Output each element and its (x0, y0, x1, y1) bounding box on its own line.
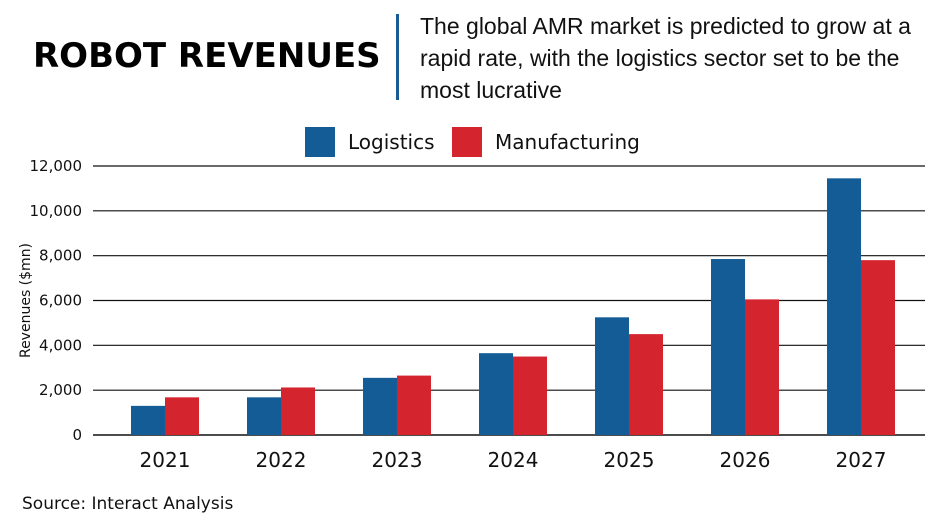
y-tick-label: 8,000 (39, 247, 82, 265)
bar-logistics-2026 (711, 259, 745, 435)
y-tick-label: 2,000 (39, 381, 82, 399)
bar-manufacturing-2027 (861, 260, 895, 435)
bar-logistics-2022 (247, 397, 281, 435)
bar-logistics-2025 (595, 317, 629, 435)
title-divider (396, 14, 399, 100)
bar-manufacturing-2025 (629, 334, 663, 435)
x-tick-label: 2024 (488, 448, 539, 472)
bar-logistics-2027 (827, 178, 861, 435)
bar-logistics-2024 (479, 353, 513, 435)
source-note: Source: Interact Analysis (22, 494, 234, 514)
legend-item-logistics: Logistics (305, 127, 435, 157)
x-tick-label: 2025 (604, 448, 655, 472)
y-tick-label: 12,000 (30, 157, 83, 175)
x-tick-label: 2023 (372, 448, 423, 472)
bar-logistics-2023 (363, 377, 397, 435)
y-tick-label: 4,000 (39, 336, 82, 354)
chart-title: ROBOT REVENUES (33, 36, 381, 76)
y-tick-label: 0 (72, 426, 82, 444)
legend-label-logistics: Logistics (348, 130, 435, 154)
x-tick-label: 2021 (140, 448, 191, 472)
legend-swatch-logistics (305, 127, 335, 157)
legend-label-manufacturing: Manufacturing (495, 130, 640, 154)
legend-item-manufacturing: Manufacturing (452, 127, 640, 157)
bar-manufacturing-2026 (745, 299, 779, 435)
bar-manufacturing-2022 (281, 387, 315, 435)
y-tick-label: 6,000 (39, 292, 82, 310)
bar-manufacturing-2024 (513, 356, 547, 435)
y-tick-label: 10,000 (30, 202, 83, 220)
chart-subtitle: The global AMR market is predicted to gr… (420, 13, 911, 103)
x-tick-label: 2022 (256, 448, 307, 472)
x-tick-label: 2027 (836, 448, 887, 472)
bar-manufacturing-2023 (397, 375, 431, 435)
legend-swatch-manufacturing (452, 127, 482, 157)
y-axis-title: Revenues ($mn) (18, 243, 34, 358)
bar-manufacturing-2021 (165, 397, 199, 435)
x-tick-label: 2026 (720, 448, 771, 472)
bar-logistics-2021 (131, 405, 165, 435)
